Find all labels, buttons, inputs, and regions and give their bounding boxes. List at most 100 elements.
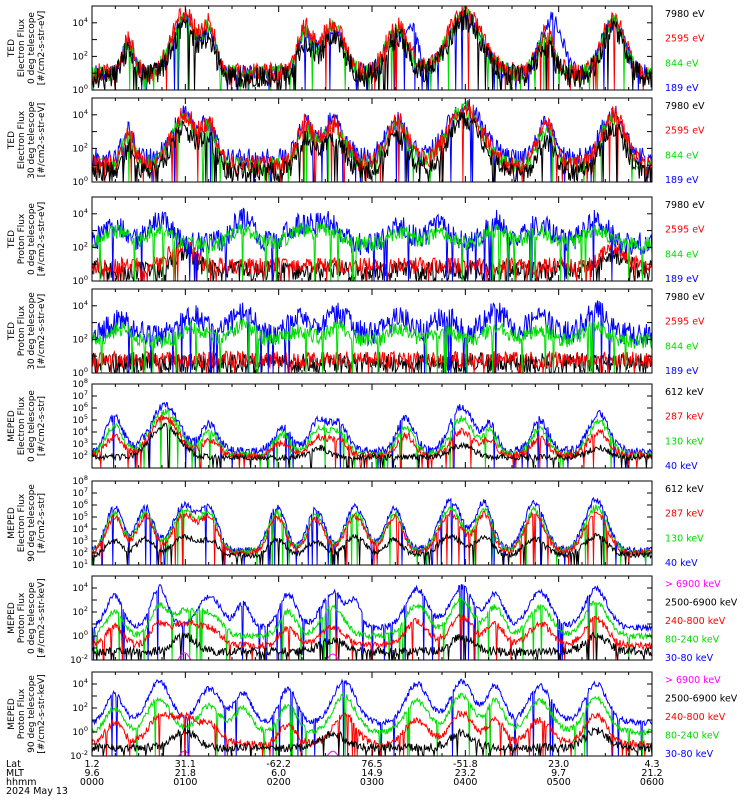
series-group <box>92 300 652 373</box>
y-axis-label: MEPED <box>7 698 17 730</box>
legend-entry: 844 eV <box>665 58 699 69</box>
footer-lat-value: -62.2 <box>266 759 291 770</box>
footer-lat-value: 23.0 <box>548 759 569 770</box>
series-group <box>92 401 652 468</box>
series-line <box>92 317 652 373</box>
panel-1: 100 102 104 TED Electron Flux 0 deg telescope… <box>7 5 705 96</box>
footer-lat-value: 1.2 <box>84 759 99 770</box>
footer-lat-value: -51.8 <box>453 759 478 770</box>
y-axis-label: 0 deg telescope <box>27 203 37 275</box>
y-tick-label: 102 <box>72 546 88 559</box>
y-axis-label: [#/cm2-s-str-eV] <box>37 202 47 277</box>
y-tick-label: 102 <box>72 240 88 253</box>
y-tick-label: 100 <box>72 366 88 379</box>
legend-entry: 2595 eV <box>665 34 705 45</box>
y-tick-label: 102 <box>72 141 88 154</box>
y-axis-label: [#/cm2-s-str-eV] <box>37 294 47 369</box>
legend-entry: 612 keV <box>665 484 704 495</box>
series-line <box>92 9 652 90</box>
y-axis-label: Electron Flux <box>17 18 27 77</box>
y-axis-label: MEPED <box>7 410 17 442</box>
footer-mlt-value: 9.6 <box>84 768 99 779</box>
footer-hhmm-value: 0100 <box>173 777 197 788</box>
y-axis-label: Proton Flux <box>17 213 27 264</box>
legend-entry: 7980 eV <box>665 101 705 112</box>
y-tick-label: 102 <box>72 49 88 62</box>
y-axis-label: [#/cm2-s-str] <box>37 396 47 456</box>
y-tick-label: 100 <box>72 725 88 738</box>
legend-entry: 40 keV <box>665 558 698 569</box>
series-line <box>92 583 652 660</box>
y-tick-label: 104 <box>72 581 88 594</box>
footer-row-label: 2024 May 13 <box>6 786 68 797</box>
series-line <box>92 613 652 660</box>
series-line <box>92 98 652 182</box>
y-tick-label: 102 <box>72 449 88 462</box>
series-line <box>92 652 652 660</box>
legend-entry: 844 eV <box>665 150 699 161</box>
y-tick-label: 106 <box>72 498 88 511</box>
series-line <box>92 710 652 756</box>
y-axis-label: [#/cm2-s-str-keV] <box>37 578 47 657</box>
panel-3: 100 102 104 TED Proton Flux 0 deg telescope [#… <box>7 196 705 287</box>
legend-entry: 189 eV <box>665 83 699 94</box>
legend-entry: 612 keV <box>665 387 704 398</box>
legend-entry: 2595 eV <box>665 317 705 328</box>
legend-entry: 7980 eV <box>665 292 705 303</box>
legend-entry: 30-80 keV <box>665 749 714 760</box>
legend-entry: 287 keV <box>665 412 704 423</box>
legend-entry: 2500-6900 keV <box>665 694 738 705</box>
series-line <box>92 422 652 468</box>
legend-entry: 189 eV <box>665 366 699 377</box>
footer-row-label: MLT <box>6 768 24 779</box>
y-tick-label: 107 <box>72 389 88 402</box>
y-tick-label: 107 <box>72 486 88 499</box>
series-line <box>92 112 652 182</box>
legend-entry: 7980 eV <box>665 9 705 20</box>
panel-2: 100 102 104 TED Electron Flux 30 deg telescop… <box>7 97 705 188</box>
y-axis-label: [#/cm2-s-str-keV] <box>37 674 47 753</box>
legend-entry: 287 keV <box>665 509 704 520</box>
y-axis-label: TED <box>7 230 17 249</box>
footer-hhmm-value: 0300 <box>360 777 384 788</box>
y-axis-label: [#/cm2-s-str-eV] <box>37 103 47 178</box>
y-tick-label: 104 <box>72 522 88 535</box>
y-axis-label: 0 deg telescope <box>27 582 37 654</box>
y-tick-label: 105 <box>72 510 88 523</box>
footer-mlt-value: 23.2 <box>455 768 476 779</box>
legend-entry: 2500-6900 keV <box>665 598 738 609</box>
series-group <box>92 583 652 660</box>
y-axis-label: Electron Flux <box>17 493 27 552</box>
footer-lat-value: 76.5 <box>361 759 382 770</box>
panel-4: 100 102 104 TED Proton Flux 30 deg telescope[… <box>7 288 705 379</box>
footer-mlt-value: 21.2 <box>641 768 662 779</box>
footer-hhmm-value: 0000 <box>80 777 104 788</box>
legend-entry: > 6900 keV <box>665 579 721 590</box>
y-tick-label: 10-2 <box>70 749 88 762</box>
legend-entry: 189 eV <box>665 274 699 285</box>
legend-entry: 80-240 keV <box>665 731 720 742</box>
series-line <box>92 726 652 756</box>
footer-mlt-value: 14.9 <box>361 768 382 779</box>
y-tick-label: 108 <box>72 377 88 390</box>
y-tick-label: 104 <box>72 16 88 29</box>
footer-mlt-value: 21.8 <box>175 768 196 779</box>
series-group <box>92 497 652 565</box>
y-tick-label: 104 <box>72 207 88 220</box>
series-line <box>92 597 652 660</box>
y-axis-label: 30 deg telescope <box>27 292 37 370</box>
footer-row-label: Lat <box>6 759 21 770</box>
footer-mlt-value: 6.0 <box>271 768 286 779</box>
legend-entry: 189 eV <box>665 175 699 186</box>
footer-hhmm-value: 0500 <box>547 777 571 788</box>
y-tick-label: 105 <box>72 413 88 426</box>
y-tick-label: 106 <box>72 401 88 414</box>
y-tick-label: 102 <box>72 332 88 345</box>
legend-entry: 40 keV <box>665 461 698 472</box>
y-axis-label: 90 deg telescope <box>27 484 37 562</box>
legend-entry: 130 keV <box>665 436 704 447</box>
y-axis-label: MEPED <box>7 507 17 539</box>
y-axis-label: [#/cm2-s-str-eV] <box>37 11 47 86</box>
